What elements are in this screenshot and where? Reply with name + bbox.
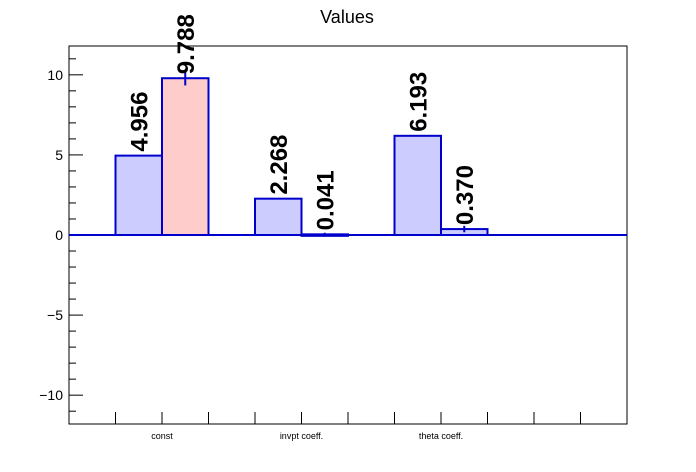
y-tick-label: 10 <box>47 67 63 83</box>
bar-value-label: 9.788 <box>173 14 200 74</box>
bar-value-label: 4.956 <box>127 92 154 152</box>
category-label: invpt coeff. <box>280 431 323 441</box>
bar-value-label: 6.193 <box>406 72 433 132</box>
category-label: theta coeff. <box>419 431 463 441</box>
chart-title: Values <box>320 7 374 27</box>
bar-value-label: 0.370 <box>452 165 479 225</box>
bar <box>161 77 210 236</box>
bar <box>254 197 303 236</box>
y-tick-label: −5 <box>47 307 63 323</box>
y-tick-label: 0 <box>55 227 63 243</box>
bar-value-label: 0.041 <box>313 170 340 230</box>
y-tick-label: −10 <box>39 387 63 403</box>
bar <box>114 154 163 236</box>
category-label: const <box>151 431 173 441</box>
bar <box>393 134 442 236</box>
y-tick-label: 5 <box>55 147 63 163</box>
bar-value-label: 2.268 <box>266 135 293 195</box>
